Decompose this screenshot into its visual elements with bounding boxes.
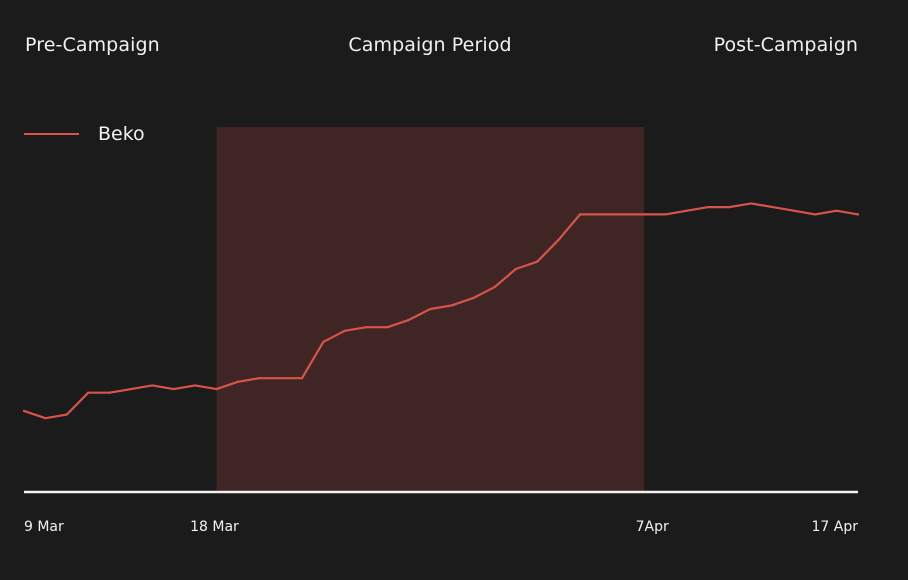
campaign-period-label: Campaign Period bbox=[348, 34, 512, 56]
data-point bbox=[129, 387, 133, 391]
data-point bbox=[814, 213, 817, 216]
data-point bbox=[578, 213, 582, 216]
data-point bbox=[365, 326, 368, 329]
data-point bbox=[771, 205, 774, 209]
data-point bbox=[685, 209, 689, 212]
data-point bbox=[835, 209, 838, 212]
data-point bbox=[108, 391, 111, 394]
data-point bbox=[322, 340, 325, 343]
data-point bbox=[664, 213, 667, 216]
data-point bbox=[536, 260, 539, 263]
x-tick-label: 17 Apr bbox=[812, 519, 859, 535]
data-point bbox=[343, 329, 346, 332]
data-point bbox=[600, 213, 603, 216]
data-point bbox=[22, 409, 26, 413]
series-line-beko bbox=[22, 202, 860, 420]
x-tick-label: 7Apr bbox=[636, 519, 669, 535]
data-point bbox=[429, 307, 432, 311]
x-tick-label: 9 Mar bbox=[24, 519, 64, 535]
data-point bbox=[621, 213, 624, 216]
data-point bbox=[707, 205, 710, 209]
data-point bbox=[792, 209, 795, 212]
data-point bbox=[151, 384, 154, 387]
post-campaign-label: Post-Campaign bbox=[713, 34, 858, 56]
data-point bbox=[258, 377, 261, 380]
data-point bbox=[856, 213, 860, 216]
legend-label-beko: Beko bbox=[98, 123, 145, 145]
data-point bbox=[643, 213, 646, 216]
data-point bbox=[44, 417, 47, 420]
data-point bbox=[87, 391, 90, 394]
data-point bbox=[279, 377, 282, 380]
legend-line-swatch bbox=[24, 133, 79, 135]
data-point bbox=[193, 384, 197, 387]
data-point bbox=[236, 380, 239, 383]
data-point bbox=[749, 202, 753, 205]
data-point bbox=[172, 387, 175, 391]
data-point bbox=[557, 238, 560, 241]
data-point bbox=[514, 267, 517, 271]
data-point bbox=[471, 296, 475, 300]
data-point bbox=[450, 304, 453, 307]
pre-campaign-label: Pre-Campaign bbox=[25, 34, 160, 56]
data-point bbox=[493, 286, 496, 289]
data-point bbox=[728, 205, 731, 209]
data-point bbox=[65, 413, 68, 416]
x-tick-label: 18 Mar bbox=[190, 519, 239, 535]
data-point bbox=[300, 377, 304, 380]
data-point bbox=[386, 326, 389, 329]
legend: Beko bbox=[24, 122, 145, 146]
data-point bbox=[215, 387, 218, 391]
data-point bbox=[407, 318, 411, 322]
